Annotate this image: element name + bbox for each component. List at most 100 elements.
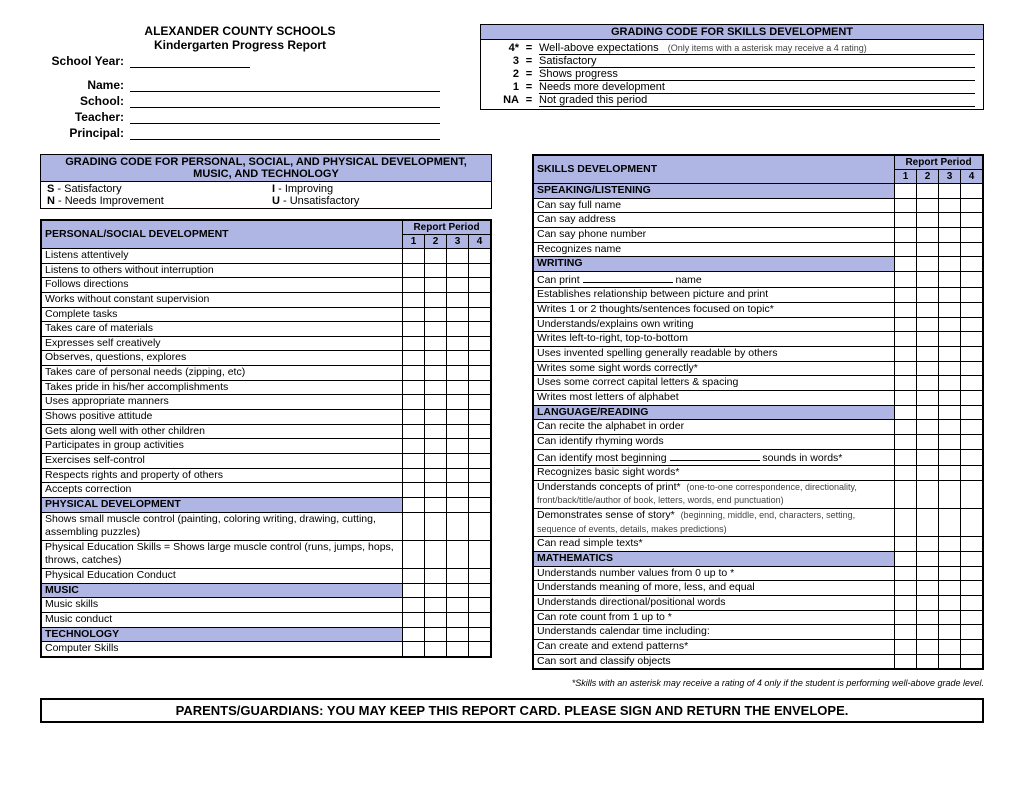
period-cell[interactable] — [895, 466, 917, 481]
period-cell[interactable] — [469, 424, 491, 439]
period-cell[interactable] — [917, 566, 939, 581]
period-cell[interactable] — [939, 466, 961, 481]
period-cell[interactable] — [917, 347, 939, 362]
period-cell[interactable] — [917, 390, 939, 405]
period-cell[interactable] — [425, 424, 447, 439]
period-cell[interactable] — [403, 395, 425, 410]
period-cell[interactable] — [917, 466, 939, 481]
period-cell[interactable] — [939, 213, 961, 228]
period-cell[interactable] — [447, 642, 469, 657]
period-cell[interactable] — [961, 198, 983, 213]
period-cell[interactable] — [447, 483, 469, 498]
period-cell[interactable] — [895, 509, 917, 537]
period-cell[interactable] — [469, 263, 491, 278]
period-cell[interactable] — [961, 466, 983, 481]
period-cell[interactable] — [961, 390, 983, 405]
period-cell[interactable] — [403, 439, 425, 454]
period-cell[interactable] — [895, 595, 917, 610]
inline-blank[interactable] — [670, 450, 760, 461]
period-cell[interactable] — [403, 540, 425, 568]
period-cell[interactable] — [447, 278, 469, 293]
period-cell[interactable] — [917, 654, 939, 669]
period-cell[interactable] — [403, 613, 425, 628]
period-cell[interactable] — [425, 642, 447, 657]
period-cell[interactable] — [403, 569, 425, 584]
period-cell[interactable] — [403, 263, 425, 278]
period-cell[interactable] — [917, 434, 939, 449]
period-cell[interactable] — [895, 639, 917, 654]
period-cell[interactable] — [961, 271, 983, 288]
period-cell[interactable] — [425, 249, 447, 264]
period-cell[interactable] — [895, 610, 917, 625]
period-cell[interactable] — [469, 410, 491, 425]
period-cell[interactable] — [403, 453, 425, 468]
period-cell[interactable] — [447, 395, 469, 410]
period-cell[interactable] — [403, 483, 425, 498]
period-cell[interactable] — [939, 595, 961, 610]
period-cell[interactable] — [447, 307, 469, 322]
period-cell[interactable] — [895, 434, 917, 449]
period-cell[interactable] — [403, 598, 425, 613]
period-cell[interactable] — [917, 198, 939, 213]
period-cell[interactable] — [447, 410, 469, 425]
period-cell[interactable] — [403, 380, 425, 395]
period-cell[interactable] — [403, 278, 425, 293]
period-cell[interactable] — [895, 347, 917, 362]
period-cell[interactable] — [447, 249, 469, 264]
period-cell[interactable] — [917, 581, 939, 596]
period-cell[interactable] — [961, 566, 983, 581]
period-cell[interactable] — [939, 288, 961, 303]
period-cell[interactable] — [917, 610, 939, 625]
period-cell[interactable] — [895, 198, 917, 213]
period-cell[interactable] — [917, 242, 939, 257]
period-cell[interactable] — [939, 420, 961, 435]
period-cell[interactable] — [403, 366, 425, 381]
period-cell[interactable] — [961, 361, 983, 376]
period-cell[interactable] — [917, 420, 939, 435]
period-cell[interactable] — [961, 376, 983, 391]
period-cell[interactable] — [425, 395, 447, 410]
period-cell[interactable] — [895, 332, 917, 347]
period-cell[interactable] — [895, 537, 917, 552]
period-cell[interactable] — [895, 213, 917, 228]
period-cell[interactable] — [939, 639, 961, 654]
period-cell[interactable] — [961, 303, 983, 318]
period-cell[interactable] — [961, 610, 983, 625]
field-input[interactable] — [130, 126, 440, 140]
period-cell[interactable] — [939, 480, 961, 508]
period-cell[interactable] — [961, 595, 983, 610]
period-cell[interactable] — [469, 439, 491, 454]
period-cell[interactable] — [403, 307, 425, 322]
period-cell[interactable] — [469, 512, 491, 540]
period-cell[interactable] — [939, 449, 961, 466]
period-cell[interactable] — [939, 654, 961, 669]
period-cell[interactable] — [469, 540, 491, 568]
period-cell[interactable] — [469, 483, 491, 498]
period-cell[interactable] — [961, 213, 983, 228]
period-cell[interactable] — [961, 509, 983, 537]
period-cell[interactable] — [939, 581, 961, 596]
period-cell[interactable] — [961, 434, 983, 449]
period-cell[interactable] — [917, 509, 939, 537]
period-cell[interactable] — [447, 366, 469, 381]
period-cell[interactable] — [447, 598, 469, 613]
period-cell[interactable] — [895, 242, 917, 257]
period-cell[interactable] — [961, 317, 983, 332]
period-cell[interactable] — [469, 453, 491, 468]
period-cell[interactable] — [961, 449, 983, 466]
period-cell[interactable] — [469, 569, 491, 584]
period-cell[interactable] — [469, 307, 491, 322]
period-cell[interactable] — [939, 610, 961, 625]
period-cell[interactable] — [425, 307, 447, 322]
period-cell[interactable] — [961, 480, 983, 508]
period-cell[interactable] — [895, 288, 917, 303]
period-cell[interactable] — [425, 439, 447, 454]
period-cell[interactable] — [447, 468, 469, 483]
period-cell[interactable] — [403, 424, 425, 439]
period-cell[interactable] — [425, 366, 447, 381]
period-cell[interactable] — [447, 453, 469, 468]
period-cell[interactable] — [895, 654, 917, 669]
period-cell[interactable] — [917, 595, 939, 610]
period-cell[interactable] — [447, 292, 469, 307]
period-cell[interactable] — [895, 420, 917, 435]
